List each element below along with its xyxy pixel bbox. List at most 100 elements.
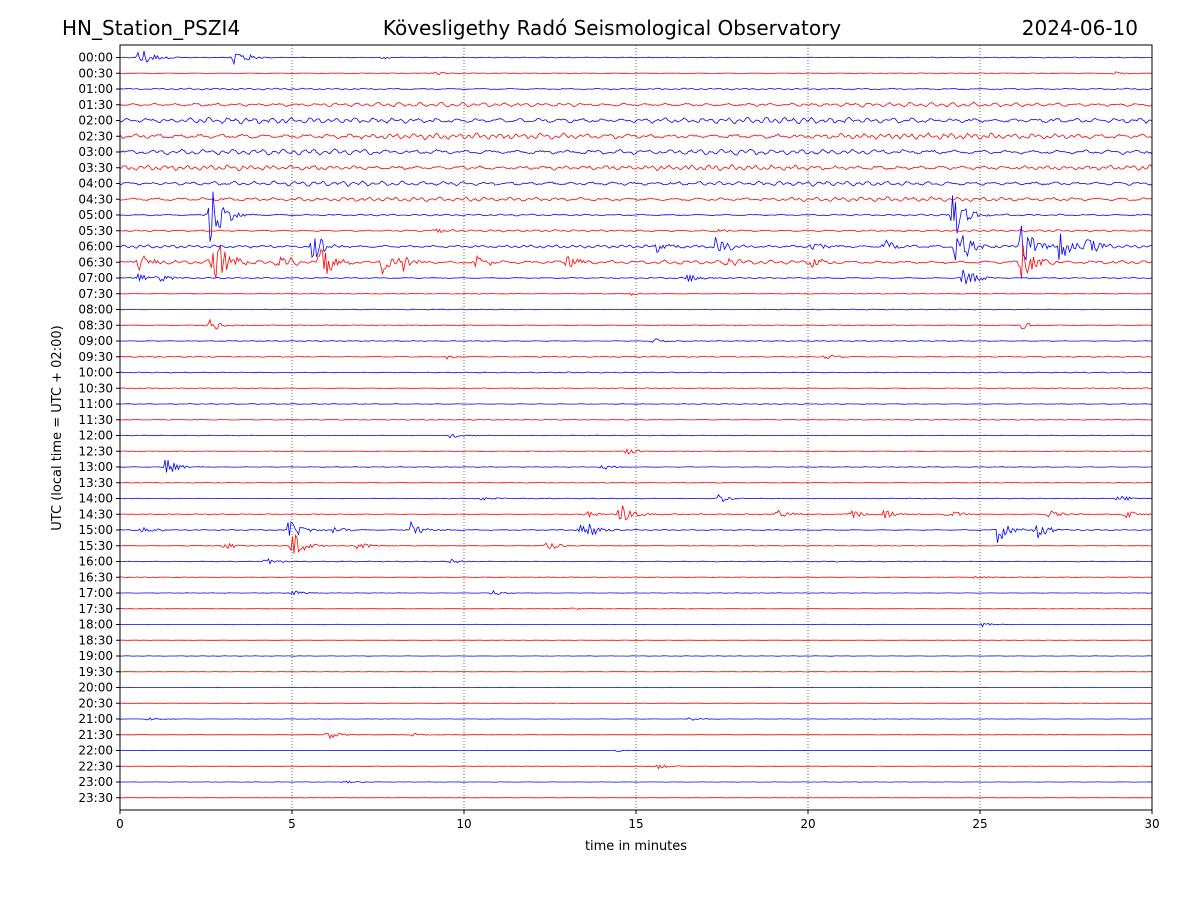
trace-0600 xyxy=(119,225,1153,261)
y-axis-label: UTC (local time = UTC + 02:00) xyxy=(50,325,65,530)
row-label-1300: 13:00 xyxy=(78,460,113,474)
trace-1200 xyxy=(119,433,1153,439)
trace-1530 xyxy=(120,534,1153,554)
trace-2230 xyxy=(120,764,1153,770)
row-label-0700: 07:00 xyxy=(78,271,113,285)
row-label-0630: 06:30 xyxy=(78,255,113,269)
row-label-0030: 00:30 xyxy=(78,66,113,80)
row-label-1400: 14:00 xyxy=(78,492,113,506)
trace-1400 xyxy=(119,494,1153,503)
x-tick-label: 30 xyxy=(1144,817,1159,831)
trace-0200 xyxy=(119,116,1153,125)
trace-0530 xyxy=(119,228,1153,234)
trace-0230 xyxy=(119,132,1153,141)
trace-1700 xyxy=(120,589,1153,596)
row-label-0400: 04:00 xyxy=(78,177,113,191)
row-label-1200: 12:00 xyxy=(78,429,113,443)
row-label-1600: 16:00 xyxy=(78,555,113,569)
x-tick-label: 10 xyxy=(456,817,471,831)
row-label-1800: 18:00 xyxy=(78,618,113,632)
trace-1500 xyxy=(120,520,1153,543)
trace-0800 xyxy=(119,308,1153,311)
row-label-0530: 05:30 xyxy=(78,224,113,238)
row-label-2330: 23:30 xyxy=(78,791,113,805)
row-label-1000: 10:00 xyxy=(78,366,113,380)
row-label-1700: 17:00 xyxy=(78,586,113,600)
trace-0700 xyxy=(119,269,1153,285)
trace-1130 xyxy=(120,418,1153,421)
row-label-2230: 22:30 xyxy=(78,759,113,773)
trace-1630 xyxy=(119,576,1153,579)
trace-0030 xyxy=(119,71,1152,75)
row-label-1030: 10:30 xyxy=(78,381,113,395)
trace-1330 xyxy=(119,481,1153,484)
x-tick-label: 20 xyxy=(800,817,815,831)
trace-1100 xyxy=(120,403,1152,405)
trace-1030 xyxy=(119,387,1153,390)
row-label-1100: 11:00 xyxy=(78,397,113,411)
row-label-0600: 06:00 xyxy=(78,240,113,254)
row-label-0300: 03:00 xyxy=(78,145,113,159)
trace-2200 xyxy=(120,749,1153,753)
trace-0930 xyxy=(119,354,1153,360)
row-label-2130: 21:30 xyxy=(78,728,113,742)
row-label-0200: 02:00 xyxy=(78,114,113,128)
trace-0400 xyxy=(119,180,1153,187)
trace-1800 xyxy=(120,622,1152,628)
trace-1430 xyxy=(119,505,1153,521)
trace-2100 xyxy=(119,717,1153,721)
x-tick-label: 5 xyxy=(288,817,296,831)
trace-1600 xyxy=(119,558,1153,565)
x-axis-ticks: 0 5 10 15 20 25 30 xyxy=(116,810,1160,831)
trace-0500 xyxy=(120,191,1153,242)
row-label-1900: 19:00 xyxy=(78,649,113,663)
row-label-0930: 09:30 xyxy=(78,350,113,364)
trace-0900 xyxy=(119,338,1153,343)
row-label-2030: 20:30 xyxy=(78,696,113,710)
row-label-1430: 14:30 xyxy=(78,507,113,521)
row-label-0800: 08:00 xyxy=(78,303,113,317)
row-label-1530: 15:30 xyxy=(78,539,113,553)
seismic-traces xyxy=(119,50,1153,799)
row-label-0900: 09:00 xyxy=(78,334,113,348)
row-label-1930: 19:30 xyxy=(78,665,113,679)
station-title: HN_Station_PSZI4 xyxy=(62,16,240,40)
x-tick-label: 15 xyxy=(628,817,643,831)
row-label-0230: 02:30 xyxy=(78,129,113,143)
trace-0730 xyxy=(119,292,1152,296)
trace-0630 xyxy=(119,244,1153,279)
date-title: 2024-06-10 xyxy=(1022,16,1138,40)
trace-1000 xyxy=(119,371,1152,374)
row-label-2000: 20:00 xyxy=(78,681,113,695)
observatory-title: Kövesligethy Radó Seismological Observat… xyxy=(383,16,841,40)
plot-area xyxy=(120,45,1152,810)
row-label-0830: 08:30 xyxy=(78,318,113,332)
trace-2300 xyxy=(119,780,1152,784)
x-tick-label: 0 xyxy=(116,817,124,831)
trace-2130 xyxy=(119,732,1152,740)
row-label-0500: 05:00 xyxy=(78,208,113,222)
trace-0130 xyxy=(119,101,1153,108)
trace-0330 xyxy=(120,164,1153,172)
trace-0430 xyxy=(119,196,1153,202)
row-label-1330: 13:30 xyxy=(78,476,113,490)
row-label-1730: 17:30 xyxy=(78,602,113,616)
trace-1730 xyxy=(119,607,1153,610)
row-label-0100: 01:00 xyxy=(78,82,113,96)
row-label-1630: 16:30 xyxy=(78,570,113,584)
row-label-1830: 18:30 xyxy=(78,633,113,647)
row-label-1230: 12:30 xyxy=(78,444,113,458)
trace-0100 xyxy=(119,87,1153,91)
trace-1300 xyxy=(119,459,1152,473)
x-axis-label: time in minutes xyxy=(585,839,687,854)
row-label-0330: 03:30 xyxy=(78,161,113,175)
row-label-2300: 23:00 xyxy=(78,775,113,789)
trace-1230 xyxy=(120,448,1153,455)
x-tick-label: 25 xyxy=(972,817,987,831)
row-label-2100: 21:00 xyxy=(78,712,113,726)
row-label-0430: 04:30 xyxy=(78,192,113,206)
row-label-0000: 00:00 xyxy=(78,51,113,65)
row-label-0730: 07:30 xyxy=(78,287,113,301)
